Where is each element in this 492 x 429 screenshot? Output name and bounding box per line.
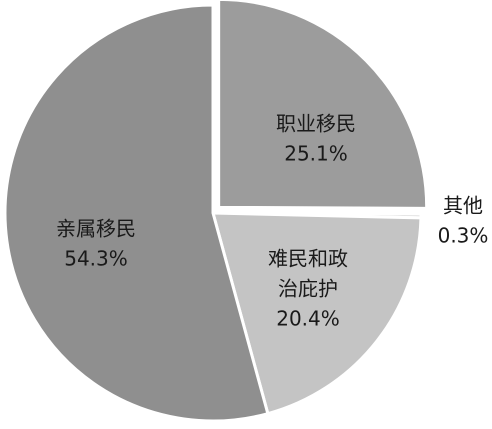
slice-value-label-1: 25.1% [284, 142, 348, 166]
slice-value-label-4: 54.3% [64, 247, 128, 271]
slice-name-label-3: 难民和政 [268, 247, 348, 271]
pie-slice-1 [217, 0, 429, 210]
slice-value-label-2: 0.3% [438, 224, 489, 248]
slice-value-label-3: 20.4% [276, 307, 340, 331]
slice-name-label-4: 亲属移民 [56, 217, 136, 241]
pie-slices [3, 0, 429, 423]
slice-name-label-2: 其他 [443, 194, 483, 218]
pie-slice-3 [211, 211, 423, 416]
slice-name-label-3: 治庇护 [278, 277, 338, 301]
pie-slice-4 [3, 3, 270, 423]
slice-name-label-1: 职业移民 [276, 112, 356, 136]
